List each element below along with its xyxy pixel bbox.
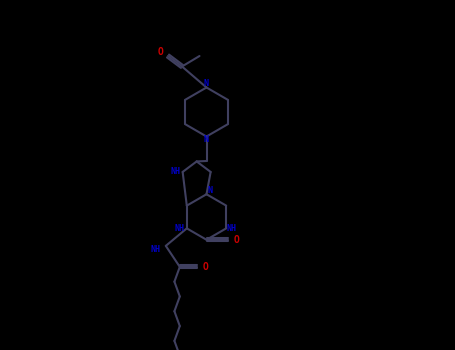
Text: N: N: [207, 186, 212, 195]
Text: NH: NH: [175, 224, 185, 233]
Text: O: O: [203, 262, 209, 272]
Text: NH: NH: [227, 224, 237, 233]
Text: N: N: [204, 79, 209, 89]
Text: NH: NH: [171, 167, 181, 176]
Text: O: O: [158, 48, 164, 57]
Text: NH: NH: [150, 245, 160, 254]
Text: N: N: [204, 135, 209, 145]
Text: O: O: [233, 235, 239, 245]
